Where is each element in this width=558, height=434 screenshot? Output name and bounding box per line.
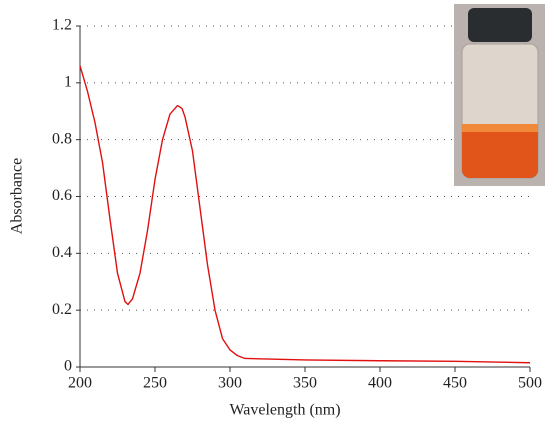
y-tick-label: 0.8	[52, 130, 72, 147]
x-tick-label: 250	[143, 375, 167, 392]
y-tick-label: 0.6	[52, 187, 72, 204]
y-tick-label: 1.2	[52, 17, 72, 34]
x-tick-label: 200	[68, 375, 92, 392]
x-tick-label: 450	[443, 375, 467, 392]
x-axis-label: Wavelength (nm)	[229, 402, 340, 419]
x-tick-label: 400	[368, 375, 392, 392]
liquid-surface	[462, 124, 538, 132]
x-tick-label: 500	[518, 375, 542, 392]
vial-cap	[468, 8, 532, 42]
y-axis-label: Absorbance	[9, 158, 26, 234]
x-tick-label: 300	[218, 375, 242, 392]
inset-photo	[454, 4, 545, 186]
y-tick-label: 0.4	[52, 244, 72, 261]
absorbance-curve	[79, 65, 531, 364]
y-tick-label: 0	[64, 358, 72, 375]
vial-liquid	[462, 124, 538, 178]
y-tick-label: 0.2	[52, 301, 72, 318]
y-tick-label: 1	[64, 74, 72, 91]
x-tick-label: 350	[293, 375, 317, 392]
